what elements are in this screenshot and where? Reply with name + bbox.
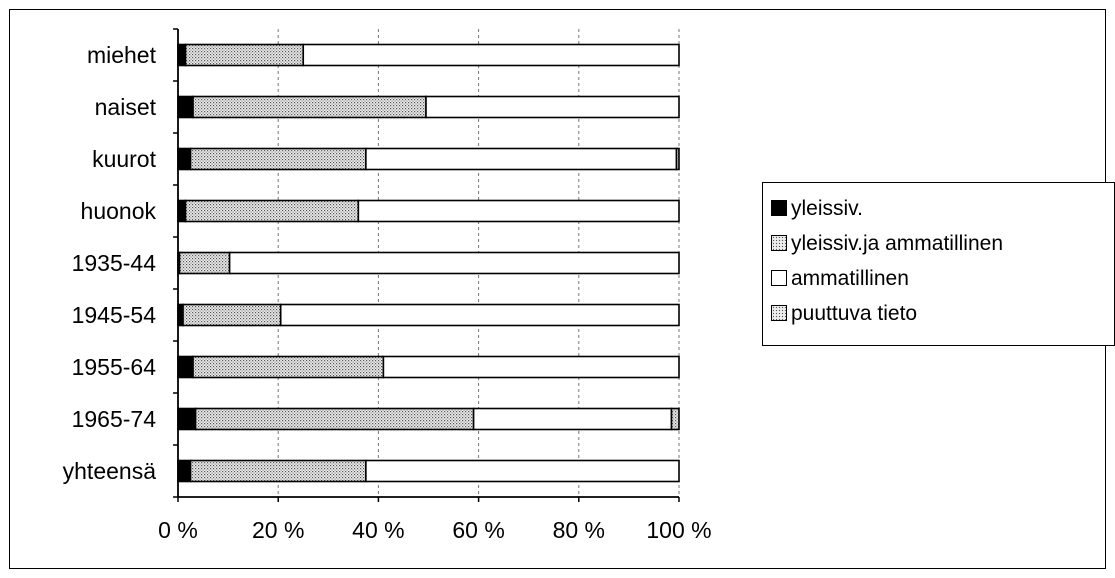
- bar-segment: [184, 43, 305, 67]
- bar-segment: [177, 95, 194, 119]
- x-tick-label: 0 %: [158, 517, 198, 543]
- y-tick-label: kuurot: [92, 146, 157, 172]
- bar-segment: [189, 459, 367, 483]
- bar-segment: [365, 147, 678, 171]
- axes: [173, 28, 680, 502]
- bars: [177, 43, 680, 483]
- bar-segment: [177, 199, 187, 223]
- legend-item-puuttuva-tieto: puuttuva tieto: [771, 298, 917, 328]
- bar-segment: [472, 407, 673, 431]
- bar-segment: [192, 355, 385, 379]
- legend-swatch-dotted: [771, 305, 787, 321]
- bar-segment: [177, 147, 192, 171]
- axis-labels: miehet naiset kuurot huonok 1935-44 1945-54 19…: [63, 42, 712, 543]
- bar-segment: [189, 147, 367, 171]
- legend-item-yleissiv: yleissiv.: [771, 193, 863, 223]
- bar-segment: [675, 147, 680, 171]
- legend-label: puuttuva tieto: [791, 301, 918, 325]
- y-tick-label: 1965-74: [72, 406, 157, 432]
- bar-segment: [194, 407, 475, 431]
- x-tick-label: 60 %: [452, 517, 504, 543]
- y-tick-label: 1945-54: [72, 302, 157, 328]
- y-tick-label: 1955-64: [72, 354, 157, 380]
- bar-segment: [177, 355, 194, 379]
- legend-label: ammatillinen: [791, 266, 909, 290]
- bar-segment: [177, 43, 187, 67]
- bar-segment: [177, 459, 192, 483]
- x-tick-label: 80 %: [553, 517, 605, 543]
- legend: yleissiv. yleissiv.ja ammatillinen ammat…: [762, 182, 1115, 346]
- bar-segment: [184, 199, 360, 223]
- y-tick-label: huonok: [81, 198, 157, 224]
- y-tick-label: miehet: [87, 42, 157, 68]
- legend-swatch-solid: [771, 200, 787, 216]
- legend-label: yleissiv.ja ammatillinen: [791, 231, 1004, 255]
- legend-swatch-white: [771, 270, 787, 286]
- x-tick-label: 100 %: [646, 517, 711, 543]
- bar-segment: [425, 95, 680, 119]
- bar-segment: [177, 407, 197, 431]
- bar-segment: [357, 199, 680, 223]
- bar-segment: [365, 459, 680, 483]
- legend-swatch-dotted: [771, 235, 787, 251]
- bar-segment: [302, 43, 680, 67]
- y-tick-label: yhteensä: [63, 458, 157, 484]
- legend-label: yleissiv.: [791, 196, 863, 220]
- x-tick-label: 20 %: [252, 517, 304, 543]
- bar-segment: [182, 303, 282, 327]
- y-tick-label: 1935-44: [72, 250, 157, 276]
- bar-segment: [192, 95, 427, 119]
- legend-item-yleissiv-ja-ammatillinen: yleissiv.ja ammatillinen: [771, 228, 1003, 258]
- legend-item-ammatillinen: ammatillinen: [771, 263, 909, 293]
- bar-segment: [228, 251, 680, 275]
- bar-segment: [670, 407, 680, 431]
- x-tick-label: 40 %: [352, 517, 404, 543]
- bar-segment: [382, 355, 680, 379]
- y-tick-label: naiset: [95, 94, 157, 120]
- bar-segment: [178, 251, 231, 275]
- bar-segment: [279, 303, 680, 327]
